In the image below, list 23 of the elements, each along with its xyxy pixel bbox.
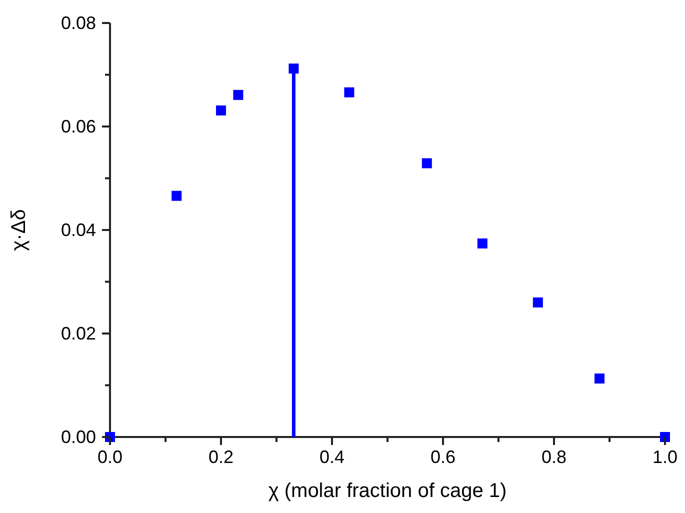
x-tick-label: 0.6 xyxy=(430,447,456,467)
y-tick-label: 0.00 xyxy=(60,427,96,447)
point xyxy=(422,158,432,168)
x-axis-title: χ (molar fraction of cage 1) xyxy=(268,480,507,502)
y-tick-label: 0.06 xyxy=(60,116,96,136)
point xyxy=(660,432,670,442)
x-tick-label: 0.2 xyxy=(208,447,234,467)
x-tick-label: 0.8 xyxy=(541,447,567,467)
x-tick-label: 0.4 xyxy=(319,447,345,467)
y-axis-title: χ·Δδ xyxy=(8,209,30,251)
x-tick-label: 0.0 xyxy=(97,447,123,467)
y-tick-label: 0.02 xyxy=(60,324,96,344)
x-tick-label: 1.0 xyxy=(652,447,678,467)
point xyxy=(288,64,299,74)
point xyxy=(477,238,488,248)
point xyxy=(594,374,605,384)
y-tick-label: 0.08 xyxy=(60,13,96,33)
point xyxy=(216,105,226,116)
point xyxy=(172,190,182,201)
point xyxy=(233,90,244,100)
y-tick-label: 0.04 xyxy=(60,220,96,240)
point xyxy=(344,87,354,98)
point xyxy=(532,297,543,308)
